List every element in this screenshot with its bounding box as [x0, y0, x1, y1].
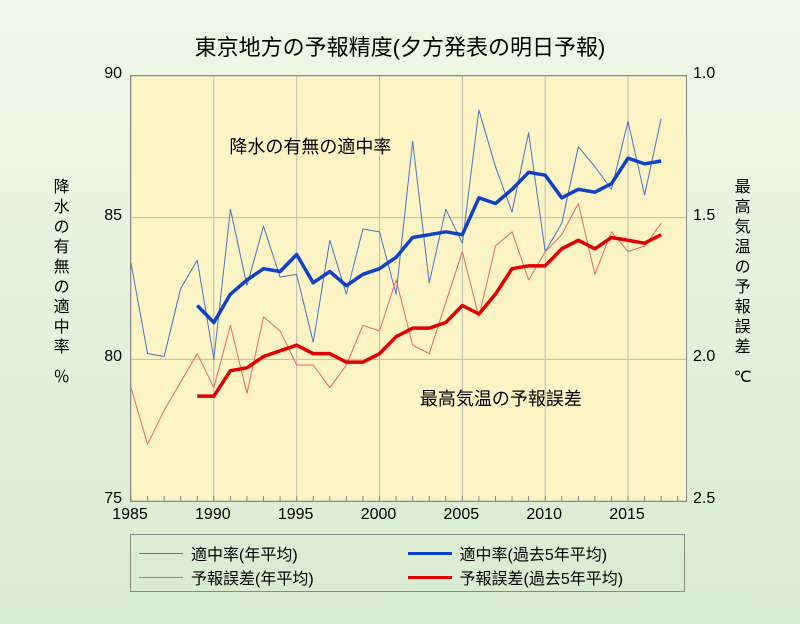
y-right-label: 最高気温の予報誤差℃: [733, 178, 752, 388]
legend-item: 適中率(年平均): [139, 541, 408, 565]
plot-svg: [131, 76, 686, 501]
y-left-label: 降水の有無の適中率％: [52, 178, 71, 388]
legend: 適中率(年平均)適中率(過去5年平均)予報誤差(年平均)予報誤差(過去5年平均): [130, 534, 685, 592]
plot-area: [130, 75, 687, 502]
legend-item: 予報誤差(過去5年平均): [408, 565, 677, 589]
legend-item: 適中率(過去5年平均): [408, 541, 677, 565]
chart-frame: 東京地方の予報精度(夕方発表の明日予報) 降水の有無の適中率％ 最高気温の予報誤…: [0, 0, 800, 624]
chart-title: 東京地方の予報精度(夕方発表の明日予報): [0, 30, 800, 62]
annotation: 最高気温の予報誤差: [420, 385, 582, 411]
legend-item: 予報誤差(年平均): [139, 565, 408, 589]
annotation: 降水の有無の適中率: [229, 133, 391, 159]
